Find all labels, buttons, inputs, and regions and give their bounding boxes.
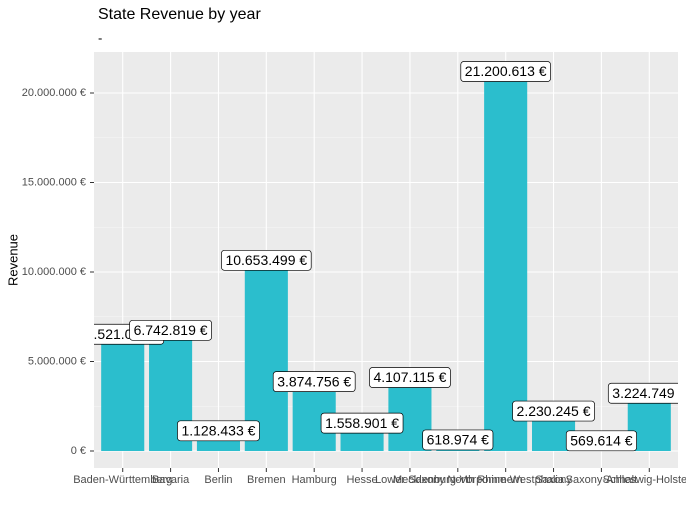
value-label-box xyxy=(607,382,678,404)
value-label: 1.128.433 € xyxy=(181,422,255,438)
value-label-box xyxy=(565,430,637,452)
x-tick-label: Hesse xyxy=(346,474,377,486)
x-tick-label: Saxony-Anhalt xyxy=(566,474,638,486)
marks: 6.521.000 €6.742.819 €1.128.433 €10.653.… xyxy=(94,61,686,452)
value-label: 569.614 € xyxy=(570,433,632,449)
x-tick-label: Saxony xyxy=(535,474,572,486)
x-tick-label: Lower Saxony xyxy=(375,474,445,486)
y-tick-label: 10.000.000 € xyxy=(22,266,86,278)
x-tick-label: North Rhine-Westphalia xyxy=(447,474,564,486)
chart-title: State Revenue by year xyxy=(98,6,261,23)
y-tick-label: 15.000.000 € xyxy=(22,176,86,188)
value-label-box xyxy=(422,429,494,451)
value-label: 4.107.115 € xyxy=(373,369,446,385)
value-label: 618.974 € xyxy=(427,432,489,448)
value-label: 2.230.245 € xyxy=(517,403,591,419)
axes: 0 € 5.000.000 € 10.000.000 € 15.000.000 € 20… xyxy=(22,87,686,486)
y-tick-label: 0 € xyxy=(71,445,86,457)
value-label: 3.874.756 € xyxy=(277,373,351,389)
y-axis-label: Revenue xyxy=(5,234,20,286)
value-label-box xyxy=(129,319,212,341)
value-label-box xyxy=(320,412,404,434)
value-label-box xyxy=(460,61,551,82)
value-label-box xyxy=(369,367,451,388)
chart-subtitle: - xyxy=(98,30,102,45)
value-label-box xyxy=(272,371,356,392)
value-label: 21.200.613 € xyxy=(465,63,547,79)
value-label-box xyxy=(221,249,312,271)
value-label-box xyxy=(177,420,260,442)
value-label-box xyxy=(512,400,595,422)
value-label: 3.224.749 € xyxy=(612,385,686,401)
x-tick-label: Berlin xyxy=(204,474,232,486)
x-tick-label: Mecklenburg-Vorpommern xyxy=(393,474,523,486)
y-tick-label: 5.000.000 € xyxy=(28,355,86,367)
bar xyxy=(244,260,288,451)
x-tick-label: Schleswig-Holstein xyxy=(603,474,686,486)
x-tick-label: Hamburg xyxy=(292,474,337,486)
value-label: 1.558.901 € xyxy=(325,415,399,431)
x-tick-label: Bavaria xyxy=(152,474,190,486)
x-tick-label: Baden-Württemberg xyxy=(73,474,172,486)
value-label: 6.742.819 € xyxy=(134,322,208,338)
bar xyxy=(484,71,528,451)
y-tick-label: 20.000.000 € xyxy=(22,87,86,99)
x-tick-label: Bremen xyxy=(247,474,286,486)
bar xyxy=(101,334,145,451)
value-label: 10.653.499 € xyxy=(225,252,307,268)
